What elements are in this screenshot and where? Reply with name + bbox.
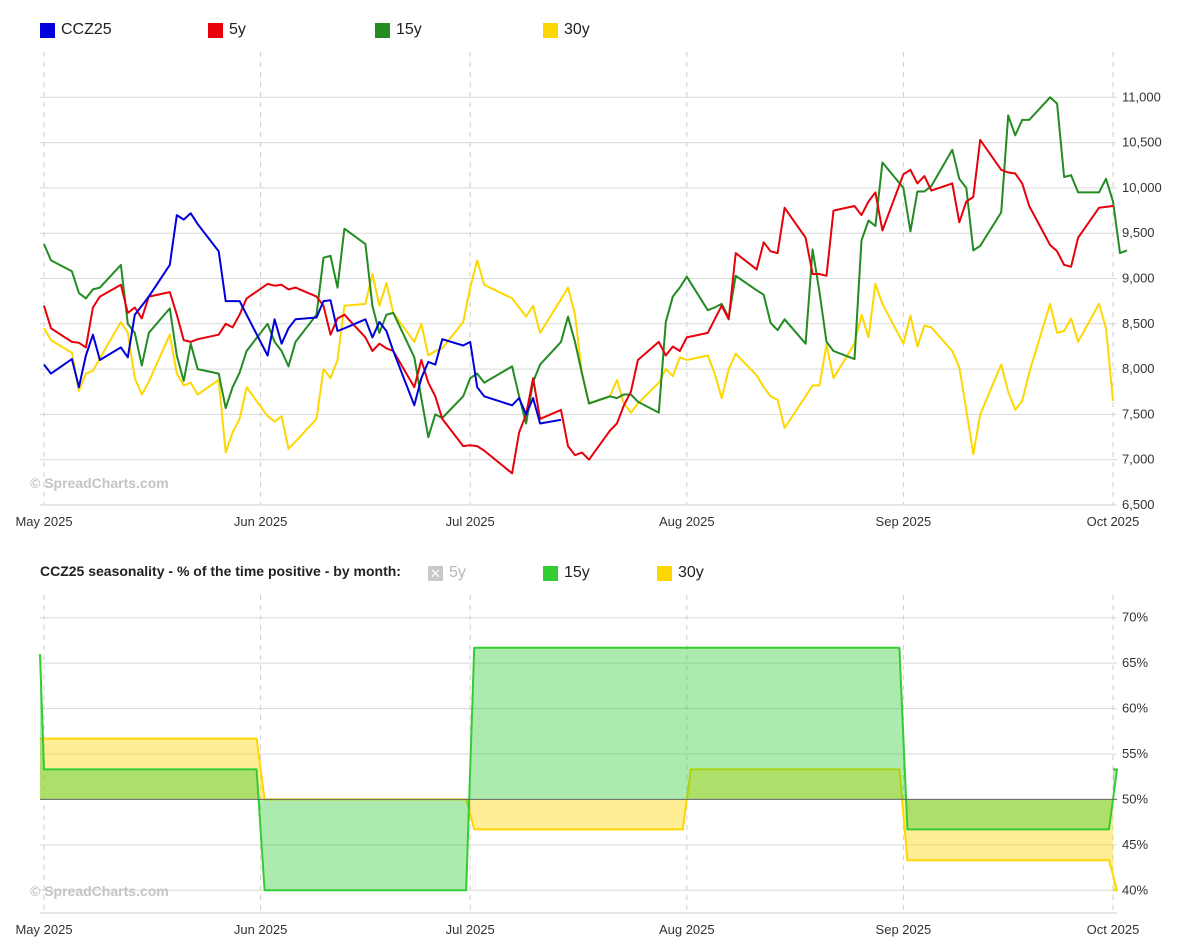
season-legend-swatch-30y: [657, 565, 672, 581]
legend-label-15y: 15y: [396, 21, 422, 38]
season-legend-item-15y[interactable]: 15y: [543, 564, 590, 582]
price-y-tick-label: 11,000: [1122, 89, 1161, 104]
seasonality-chart: 40% 45% 50% 55% 60% 65% 70% May 2025 Jun 2025 Jul…: [15, 595, 1148, 937]
price-x-tick-label: Aug 2025: [659, 514, 715, 529]
season-y-tick-label: 60%: [1122, 701, 1148, 716]
legend-item-5y[interactable]: 5y: [208, 21, 246, 39]
watermark-upper: © SpreadCharts.com: [30, 475, 169, 491]
price-y-tick-label: 8,000: [1122, 361, 1155, 376]
season-legend-label-15y: 15y: [564, 564, 590, 581]
price-y-tick-label: 10,000: [1122, 180, 1162, 195]
legend-swatch-30y: [543, 22, 558, 38]
series-line-5y: [43, 138, 1114, 475]
legend-swatch-ccz25: [40, 22, 55, 38]
series-area-30y: [40, 738, 1117, 891]
season-y-tick-label: 65%: [1122, 655, 1148, 670]
price-y-tick-label: 9,500: [1122, 225, 1155, 240]
season-legend-item-5y[interactable]: ✕ 5y: [428, 564, 466, 582]
price-chart: 6,500 7,000 7,500 8,000 8,500 9,000 9,500 10,00…: [15, 52, 1162, 529]
legend-label-ccz25: CCZ25: [61, 21, 112, 38]
price-x-tick-label: Jun 2025: [234, 514, 288, 529]
season-x-tick-label: Aug 2025: [659, 922, 715, 937]
price-x-tick-label: May 2025: [15, 514, 72, 529]
season-x-tick-label: May 2025: [15, 922, 72, 937]
price-y-tick-label: 8,500: [1122, 316, 1155, 331]
price-y-tick-label: 7,500: [1122, 406, 1155, 421]
season-y-tick-label: 55%: [1122, 746, 1148, 761]
season-y-tick-label: 70%: [1122, 610, 1148, 625]
season-legend-label-30y: 30y: [678, 564, 704, 581]
season-x-tick-label: Oct 2025: [1087, 922, 1140, 937]
price-y-tick-label: 6,500: [1122, 497, 1155, 512]
watermark-lower: © SpreadCharts.com: [30, 883, 169, 899]
season-y-tick-label: 40%: [1122, 882, 1148, 897]
legend-label-30y: 30y: [564, 21, 590, 38]
price-x-tick-label: Jul 2025: [446, 514, 495, 529]
legend-swatch-5y: [208, 22, 223, 38]
season-y-tick-label: 45%: [1122, 837, 1148, 852]
series-area-15y: [40, 647, 1117, 891]
legend-label-5y: 5y: [229, 21, 246, 38]
season-x-tick-label: Jul 2025: [446, 922, 495, 937]
season-x-tick-label: Sep 2025: [876, 922, 932, 937]
season-x-tick-label: Jun 2025: [234, 922, 288, 937]
price-x-tick-label: Sep 2025: [876, 514, 932, 529]
legend-swatch-15y: [375, 22, 390, 38]
season-legend-swatch-15y: [543, 565, 558, 581]
legend-item-30y[interactable]: 30y: [543, 21, 590, 39]
series-line-15y: [39, 646, 1118, 892]
legend-item-15y[interactable]: 15y: [375, 21, 422, 39]
disabled-x-icon: ✕: [428, 565, 443, 581]
season-legend-label-5y: 5y: [449, 564, 466, 581]
season-legend-item-30y[interactable]: 30y: [657, 564, 704, 582]
series-line-30y: [40, 737, 1118, 892]
price-y-tick-label: 7,000: [1122, 452, 1155, 467]
series-line-15y: [43, 96, 1128, 439]
series-line-ccz25: [43, 212, 562, 425]
price-y-tick-label: 9,000: [1122, 271, 1155, 286]
price-x-tick-label: Oct 2025: [1087, 514, 1140, 529]
legend-item-ccz25[interactable]: CCZ25: [40, 21, 112, 39]
price-y-tick-label: 10,500: [1122, 135, 1162, 150]
seasonality-title: CCZ25 seasonality - % of the time positi…: [40, 563, 401, 579]
season-y-tick-label: 50%: [1122, 791, 1148, 806]
